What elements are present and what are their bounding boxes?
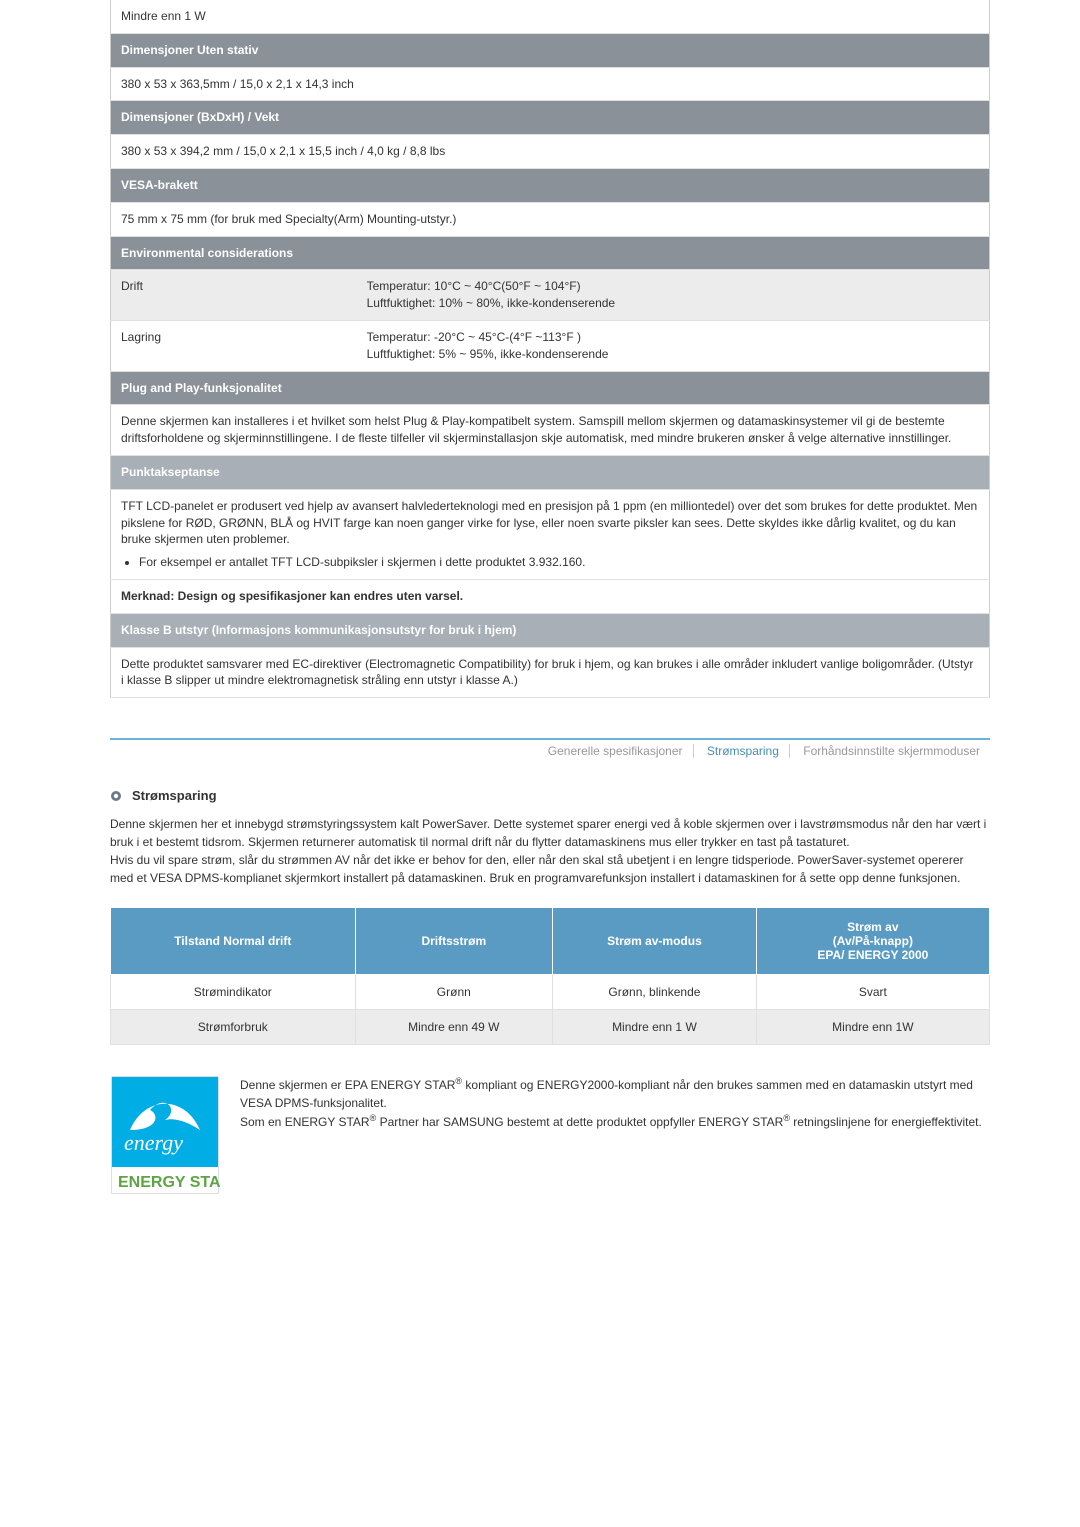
spec-cell: Dette produktet samsvarer med EC-direkti… [111,647,990,698]
power-col-header: Strøm av(Av/På-knapp)EPA/ ENERGY 2000 [756,908,989,975]
spec-header: Dimensjoner Uten stativ [111,33,990,67]
tab-generelle[interactable]: Generelle spesifikasjoner [538,744,694,758]
spec-value: Temperatur: 10°C ~ 40°C(50°F ~ 104°F)Luf… [357,270,990,321]
spec-header: Dimensjoner (BxDxH) / Vekt [111,101,990,135]
power-cell: Grønn [355,975,553,1010]
spec-cell: 75 mm x 75 mm (for bruk med Specialty(Ar… [111,202,990,236]
spec-key: Lagring [111,320,357,371]
spec-cell: 380 x 53 x 363,5mm / 15,0 x 2,1 x 14,3 i… [111,67,990,101]
tab-bar: Generelle spesifikasjoner Strømsparing F… [110,738,990,758]
spec-cell: Mindre enn 1 W [111,0,990,33]
spec-header: Klasse B utstyr (Informasjons kommunikas… [111,613,990,647]
spec-cell: Merknad: Design og spesifikasjoner kan e… [111,579,990,613]
spec-header: Punktakseptanse [111,455,990,489]
spec-cell: 380 x 53 x 394,2 mm / 15,0 x 2,1 x 15,5 … [111,135,990,169]
tab-stromsparing[interactable]: Strømsparing [697,744,790,758]
power-cell: Strømforbruk [111,1010,356,1045]
spec-cell: Denne skjermen kan installeres i et hvil… [111,405,990,456]
power-cell: Grønn, blinkende [553,975,757,1010]
section-title: Strømsparing [132,788,217,803]
energy-star-logo: energy ENERGY STAR [110,1075,220,1195]
spec-value: Temperatur: -20°C ~ 45°C-(4°F ~113°F )Lu… [357,320,990,371]
svg-text:energy: energy [124,1130,183,1155]
power-cell: Strømindikator [111,975,356,1010]
spec-header: VESA-brakett [111,168,990,202]
tab-forhand[interactable]: Forhåndsinnstilte skjermmoduser [793,744,990,758]
spec-key: Drift [111,270,357,321]
power-cell: Svart [756,975,989,1010]
power-col-header: Tilstand Normal drift [111,908,356,975]
spec-header: Plug and Play-funksjonalitet [111,371,990,405]
svg-text:ENERGY STAR: ENERGY STAR [118,1174,220,1191]
spec-header: Environmental considerations [111,236,990,270]
energy-star-text: Denne skjermen er EPA ENERGY STAR® kompl… [240,1075,990,1131]
power-description: Denne skjermen her et innebygd strømstyr… [110,815,990,887]
bullet-icon [110,790,122,802]
power-table: Tilstand Normal driftDriftsstrømStrøm av… [110,907,990,1045]
specifications-table: Mindre enn 1 WDimensjoner Uten stativ380… [110,0,990,698]
power-col-header: Strøm av-modus [553,908,757,975]
power-cell: Mindre enn 1 W [553,1010,757,1045]
power-cell: Mindre enn 1W [756,1010,989,1045]
power-col-header: Driftsstrøm [355,908,553,975]
spec-cell: TFT LCD-panelet er produsert ved hjelp a… [111,489,990,579]
power-cell: Mindre enn 49 W [355,1010,553,1045]
